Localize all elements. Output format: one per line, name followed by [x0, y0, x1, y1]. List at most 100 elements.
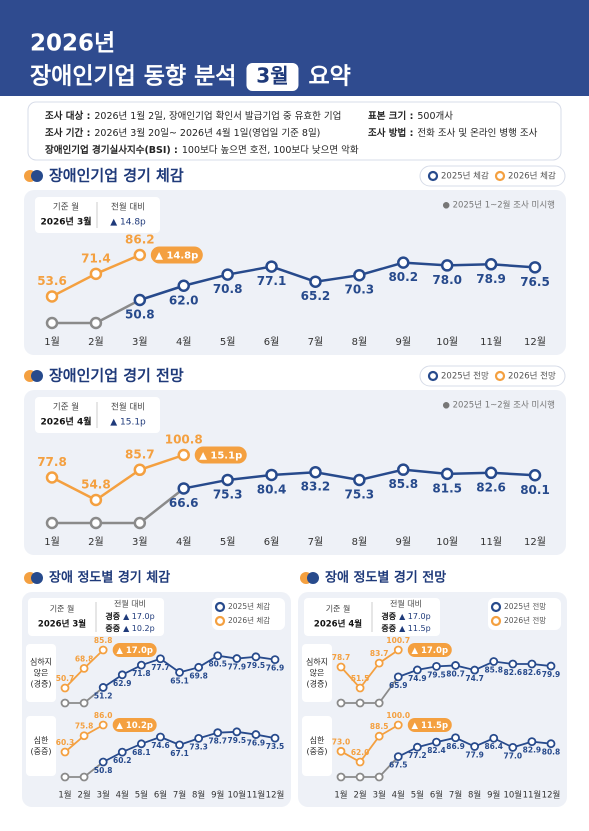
data-point — [194, 662, 204, 672]
data-point — [232, 654, 242, 663]
row-label-box — [26, 716, 56, 776]
summary-change-value: ▲ 17.0p — [399, 612, 431, 621]
header-month: 3월 — [256, 64, 288, 88]
data-point — [213, 651, 223, 661]
info-text: 100보다 높으면 호전, 100보다 낮으면 악화 — [182, 144, 359, 156]
data-point — [251, 730, 261, 739]
data-label: 77.1 — [257, 274, 287, 288]
summary-label: 전월 대비 — [111, 202, 145, 213]
unsurveyed-marker — [45, 516, 59, 530]
legend-marker — [427, 370, 439, 382]
data-point — [221, 473, 234, 487]
title-icon — [31, 170, 43, 182]
row-label: 않은 — [34, 669, 49, 678]
data-point — [451, 661, 460, 670]
data-label: 88.5 — [370, 722, 389, 731]
data-point — [270, 655, 280, 665]
data-point — [470, 742, 480, 751]
data-point — [98, 683, 108, 692]
change-callout-text: ▲ 17.0p — [116, 646, 153, 656]
data-label: 74.9 — [408, 674, 427, 683]
data-point — [508, 742, 518, 752]
data-label: 81.5 — [432, 481, 462, 495]
data-point — [355, 683, 365, 693]
title-icon — [31, 370, 43, 382]
section-title: 장애 정도별 경기 전망 — [325, 570, 446, 586]
x-tick-label: 6월 — [264, 536, 280, 548]
summary-change: 중증 ▲ 10.2p — [105, 624, 154, 633]
x-tick-label: 3월 — [132, 336, 148, 348]
data-label: 80.7 — [446, 669, 465, 678]
x-tick-label: 8월 — [192, 790, 205, 801]
info-label: 조사 방법 : — [368, 127, 413, 139]
data-label: 86.9 — [446, 742, 465, 751]
data-point — [79, 664, 89, 673]
data-point — [117, 747, 127, 757]
header-year: 2026년 — [30, 31, 115, 57]
summary-month: 2026년 4월 — [314, 619, 362, 630]
data-point — [136, 660, 146, 670]
x-tick-label: 5월 — [411, 790, 424, 801]
data-point — [412, 742, 422, 752]
info-line: 장애인기업 경기실사지수(BSI) : 100보다 높으면 호전, 100보다 낮… — [45, 144, 359, 156]
change-callout — [112, 643, 157, 657]
data-label: 82.6 — [504, 668, 523, 677]
data-label: 80.5 — [208, 660, 227, 669]
info-text: 전화 조사 및 온라인 병행 조사 — [417, 127, 537, 139]
row-label-box — [26, 644, 56, 702]
data-label: 54.8 — [81, 478, 111, 492]
x-tick-label: 3월 — [373, 790, 386, 801]
legend-label: 2025년 전망 — [441, 371, 489, 382]
data-label: 73.3 — [189, 742, 208, 751]
x-tick-label: 12월 — [266, 790, 285, 801]
x-tick-label: 2월 — [88, 536, 104, 548]
legend-marker — [214, 615, 226, 627]
data-point — [489, 733, 499, 743]
title-icon — [31, 572, 43, 584]
data-label: 68.1 — [132, 748, 151, 757]
data-point — [133, 293, 147, 307]
header-suffix: 요약 — [308, 64, 350, 90]
data-point — [546, 661, 556, 671]
data-label: 77.2 — [408, 751, 427, 760]
row-label: (중증) — [31, 747, 52, 756]
summary-label: 전월 대비 — [390, 599, 422, 609]
data-point — [194, 733, 204, 743]
data-point — [309, 465, 322, 479]
data-label: 62.0 — [169, 293, 199, 307]
unsurveyed-marker — [45, 316, 59, 330]
data-label: 77.7 — [151, 663, 170, 672]
data-label: 51.2 — [94, 691, 113, 700]
row-label: (경증) — [31, 679, 52, 689]
row-label: 심하지 — [30, 657, 52, 667]
data-point — [213, 728, 223, 738]
series-line — [51, 453, 185, 502]
legend-marker — [427, 170, 439, 182]
data-label: 82.6 — [523, 668, 542, 677]
data-point — [508, 659, 518, 669]
info-box — [27, 101, 562, 161]
data-label: 70.3 — [345, 283, 375, 297]
x-tick-label: 1월 — [44, 336, 60, 348]
unsurveyed-marker — [79, 772, 89, 782]
data-label: 75.3 — [213, 487, 243, 501]
data-point — [98, 645, 108, 655]
data-point — [353, 268, 366, 282]
data-point — [156, 732, 165, 742]
data-label: 83.7 — [370, 649, 389, 658]
info-text: 500개사 — [417, 111, 453, 122]
x-tick-label: 8월 — [352, 536, 368, 548]
info-line: 조사 방법 : 전화 조사 및 온라인 병행 조사 — [368, 127, 538, 139]
summary-label: 전월 대비 — [114, 599, 146, 609]
change-callout — [407, 643, 452, 657]
x-tick-label: 12월 — [524, 336, 546, 348]
unsurveyed-marker — [60, 772, 70, 782]
x-tick-label: 11월 — [480, 336, 502, 348]
legend-label: 2026년 체감 — [508, 171, 556, 182]
x-tick-label: 11월 — [247, 790, 266, 801]
legend-label: 2026년 체감 — [228, 615, 270, 625]
x-tick-label: 2월 — [77, 790, 90, 801]
unsurveyed-marker — [89, 316, 103, 330]
data-label: 79.9 — [542, 670, 561, 679]
